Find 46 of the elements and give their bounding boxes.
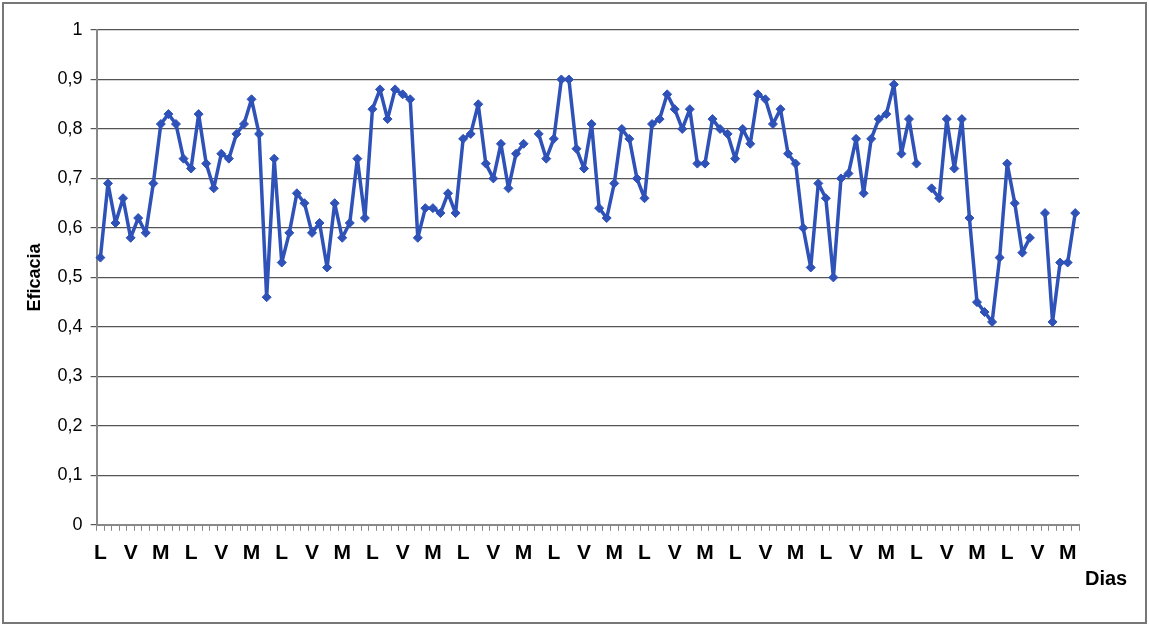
x-tick-label: M	[514, 540, 533, 564]
x-tick-label: M	[968, 540, 986, 564]
y-tick-label: 0,7	[57, 167, 83, 188]
x-tick-label: V	[304, 540, 319, 564]
x-tick-label: V	[939, 540, 954, 564]
x-tick-label: L	[819, 540, 833, 564]
x-tick-label: L	[547, 540, 561, 564]
x-tick-label: V	[849, 540, 864, 564]
x-tick-label: V	[577, 540, 592, 564]
x-tick-label: M	[786, 540, 805, 564]
x-tick-label: M	[696, 540, 714, 564]
y-tick-label: 0,9	[57, 68, 83, 89]
x-tick-label: L	[366, 540, 380, 564]
x-tick-label: L	[184, 540, 198, 564]
x-tick-label: M	[1058, 540, 1077, 564]
y-tick-label: 0,8	[57, 117, 83, 138]
x-tick-label: V	[214, 540, 229, 564]
x-tick-label: L	[93, 540, 107, 564]
x-tick-label: M	[333, 540, 351, 564]
x-tick-label: V	[1030, 540, 1045, 564]
x-tick-label: V	[667, 540, 682, 564]
y-tick-label: 0,5	[57, 266, 83, 287]
x-tick-label: L	[456, 540, 470, 564]
x-tick-label: V	[486, 540, 501, 564]
y-axis-title: Eficacia	[23, 242, 44, 312]
x-tick-label: V	[395, 540, 410, 564]
y-tick-label: 0,4	[57, 315, 83, 336]
x-tick-label: V	[123, 540, 138, 564]
y-tick-label: 0,6	[57, 216, 83, 237]
x-tick-label: L	[910, 540, 924, 564]
y-tick-label: 1	[72, 18, 83, 39]
y-tick-label: 0,2	[57, 414, 83, 435]
x-tick-label: L	[728, 540, 742, 564]
x-tick-label: V	[758, 540, 773, 564]
x-tick-label: M	[242, 540, 261, 564]
x-tick-label: L	[638, 540, 652, 564]
x-axis-title: Dias	[1085, 567, 1128, 590]
x-tick-label: L	[275, 540, 289, 564]
x-tick-label: M	[605, 540, 624, 564]
x-tick-label: M	[877, 540, 896, 564]
x-tick-label: M	[424, 540, 442, 564]
y-tick-label: 0,3	[57, 365, 83, 386]
y-tick-label: 0,1	[57, 464, 83, 485]
x-tick-label: M	[152, 540, 170, 564]
y-tick-label: 0	[72, 513, 83, 534]
x-tick-label: L	[1000, 540, 1014, 564]
